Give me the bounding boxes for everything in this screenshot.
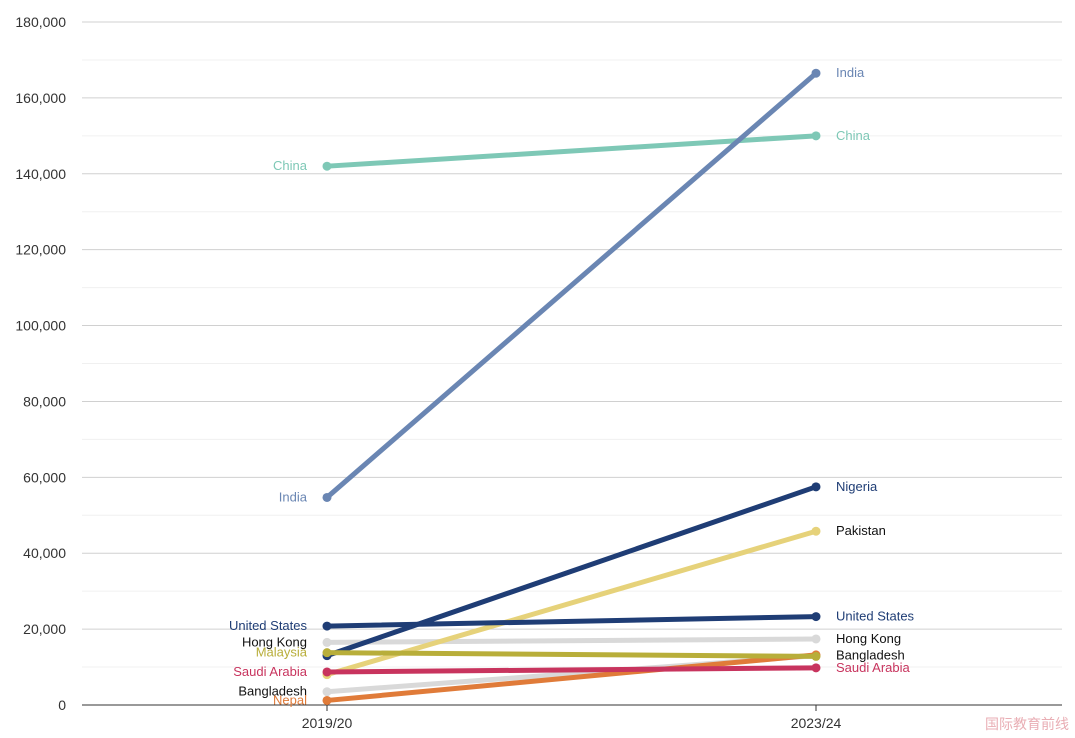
point-china-2023-24 (811, 131, 821, 141)
label-left-hong-kong: Hong Kong (242, 634, 307, 649)
point-saudi-arabia-2019-20 (322, 667, 332, 677)
y-tick-label: 100,000 (15, 318, 66, 334)
y-axis: 0 20,000 40,000 60,000 80,000 100,000 120,000 1… (15, 14, 66, 713)
y-tick-label: 160,000 (15, 90, 66, 106)
point-india-2019-20 (322, 492, 332, 502)
label-right-bangladesh: Bangladesh (836, 648, 905, 663)
label-right-hong-kong: Hong Kong (836, 631, 901, 646)
label-left-china: China (273, 158, 308, 173)
series-line-united-states (324, 614, 819, 629)
point-malaysia-2023-24 (811, 651, 821, 661)
label-left-india: India (279, 489, 308, 504)
label-right-united-states: United States (836, 609, 915, 624)
y-tick-label: 140,000 (15, 166, 66, 182)
label-left-saudi-arabia: Saudi Arabia (233, 664, 307, 679)
point-united-states-2023-24 (811, 612, 821, 622)
y-tick-label: 20,000 (23, 621, 66, 637)
y-tick-label: 120,000 (15, 242, 66, 258)
label-right-china: China (836, 128, 871, 143)
label-left-nepal: Nepal (273, 692, 307, 707)
x-tick-label: 2019/20 (302, 715, 353, 731)
series-lines (322, 68, 821, 705)
y-tick-label: 80,000 (23, 393, 66, 409)
point-united-states-2019-20 (322, 621, 332, 631)
y-tick-label: 180,000 (15, 14, 66, 30)
series-line-china (324, 133, 819, 169)
point-india-2023-24 (811, 68, 821, 78)
point-hong-kong-2023-24 (811, 634, 821, 644)
series-line-saudi-arabia (324, 665, 819, 675)
y-tick-label: 40,000 (23, 545, 66, 561)
point-nigeria-2023-24 (811, 482, 821, 492)
x-axis: 2019/20 2023/24 (82, 704, 1062, 731)
label-left-bangladesh: Bangladesh (238, 684, 307, 699)
point-china-2019-20 (322, 161, 332, 171)
point-saudi-arabia-2023-24 (811, 663, 821, 673)
x-tick-label: 2023/24 (791, 715, 842, 731)
series-line-nepal (324, 652, 819, 703)
y-tick-label: 60,000 (23, 469, 66, 485)
grid-lines (82, 21, 1062, 668)
label-left-united-states: United States (229, 618, 308, 633)
label-right-nigeria: Nigeria (836, 479, 878, 494)
point-hong-kong-2019-20 (322, 637, 332, 647)
point-nepal-2019-20 (322, 695, 332, 705)
series-line-nigeria (324, 484, 819, 659)
point-bangladesh-2019-20 (322, 687, 332, 697)
series-line-pakistan (324, 528, 819, 678)
watermark-text: 国际教育前线 (985, 717, 1069, 733)
point-malaysia-2019-20 (322, 648, 332, 658)
label-right-pakistan: Pakistan (836, 523, 886, 538)
label-left-malaysia: Malaysia (256, 645, 308, 660)
series-line-hong-kong (324, 636, 819, 645)
label-right-india: India (836, 65, 865, 80)
point-pakistan-2023-24 (811, 526, 821, 536)
y-tick-label: 0 (58, 697, 66, 713)
series-line-india (324, 70, 819, 500)
label-right-saudi-arabia: Saudi Arabia (836, 660, 910, 675)
series-line-malaysia (324, 650, 819, 659)
